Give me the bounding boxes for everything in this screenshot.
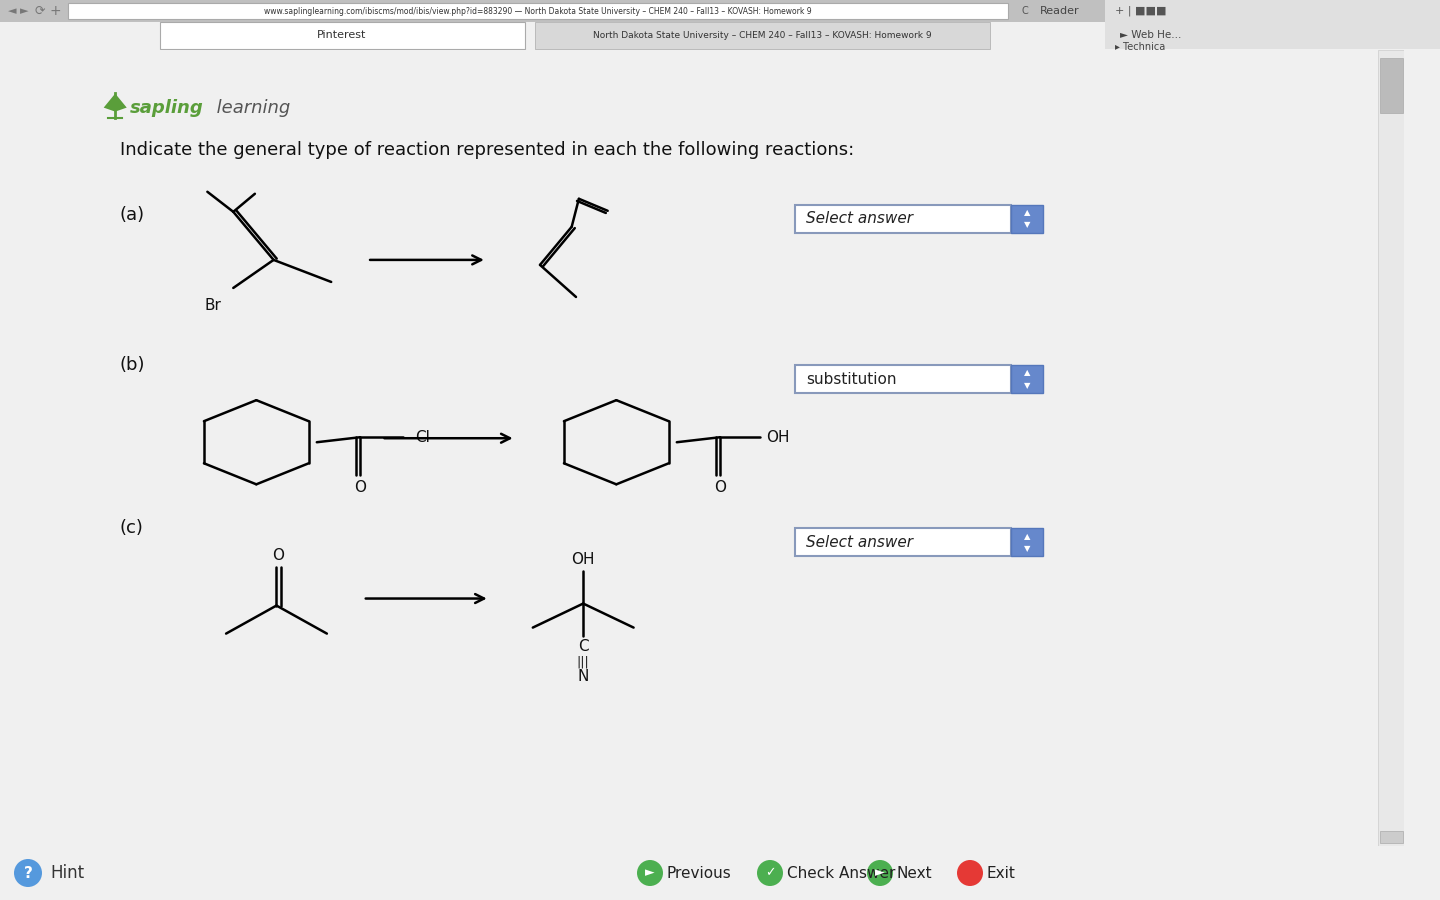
Text: (c): (c) — [120, 519, 144, 537]
Text: ► Web He...: ► Web He... — [1120, 31, 1181, 40]
Text: ◄: ◄ — [7, 6, 16, 16]
Bar — [1378, 50, 1404, 846]
Bar — [1104, 0, 1440, 50]
Text: sapling: sapling — [130, 99, 203, 117]
Text: ▸ Technica: ▸ Technica — [1115, 42, 1165, 52]
Circle shape — [14, 859, 42, 887]
Text: +: + — [49, 4, 60, 18]
Text: + | ■■■: + | ■■■ — [1115, 6, 1166, 16]
Text: O: O — [714, 480, 726, 495]
Text: C: C — [577, 639, 589, 654]
Text: North Dakota State University – CHEM 240 – Fall13 – KOVASH: Homework 9: North Dakota State University – CHEM 240… — [593, 31, 932, 40]
Bar — [536, 22, 991, 50]
Text: ?: ? — [23, 866, 33, 880]
Bar — [68, 3, 1008, 19]
Text: www.saplinglearning.com/ibiscms/mod/ibis/view.php?id=883290 — North Dakota State: www.saplinglearning.com/ibiscms/mod/ibis… — [264, 6, 812, 15]
Circle shape — [757, 860, 783, 886]
Text: ►: ► — [645, 867, 655, 879]
Text: C: C — [1021, 6, 1028, 16]
Text: Check Answer: Check Answer — [788, 866, 896, 880]
Text: Hint: Hint — [50, 864, 84, 882]
Text: Select answer: Select answer — [806, 212, 913, 226]
Text: ⟳: ⟳ — [35, 4, 45, 18]
Text: ▼: ▼ — [1024, 381, 1030, 390]
Text: Exit: Exit — [986, 866, 1015, 880]
Text: ✓: ✓ — [765, 867, 775, 879]
Bar — [0, 0, 1440, 22]
Text: (a): (a) — [120, 206, 144, 224]
Text: OH: OH — [766, 429, 789, 445]
Text: ▲: ▲ — [1024, 368, 1030, 377]
Text: ►: ► — [20, 6, 29, 16]
Text: Reader: Reader — [1040, 6, 1080, 16]
Text: ▼: ▼ — [1024, 544, 1030, 554]
Bar — [795, 528, 1011, 556]
Circle shape — [636, 860, 662, 886]
Text: ▼: ▼ — [1024, 220, 1030, 230]
Bar — [1011, 205, 1043, 233]
Text: Select answer: Select answer — [806, 535, 913, 550]
Bar — [795, 365, 1011, 393]
Text: Previous: Previous — [667, 866, 732, 880]
Text: ▲: ▲ — [1024, 208, 1030, 217]
Text: ▲: ▲ — [1024, 532, 1030, 541]
Bar — [795, 205, 1011, 233]
Bar — [1011, 528, 1043, 556]
Text: ►: ► — [876, 867, 884, 879]
Text: Indicate the general type of reaction represented in each the following reaction: Indicate the general type of reaction re… — [120, 140, 854, 158]
Bar — [1011, 365, 1043, 393]
Bar — [160, 22, 526, 50]
Text: O: O — [272, 548, 284, 563]
Text: (b): (b) — [120, 356, 145, 374]
Text: learning: learning — [213, 99, 291, 117]
Text: substitution: substitution — [806, 372, 897, 387]
Bar — [1380, 58, 1403, 112]
Bar — [1380, 831, 1403, 843]
Text: N: N — [577, 670, 589, 684]
Text: Pinterest: Pinterest — [317, 31, 367, 40]
Text: Cl: Cl — [415, 429, 429, 445]
Text: Br: Br — [204, 299, 222, 313]
Text: OH: OH — [572, 552, 595, 567]
Circle shape — [867, 860, 893, 886]
Text: |||: ||| — [577, 655, 589, 668]
Text: Next: Next — [897, 866, 933, 880]
Polygon shape — [104, 94, 127, 112]
Circle shape — [958, 860, 984, 886]
Text: O: O — [354, 480, 366, 495]
